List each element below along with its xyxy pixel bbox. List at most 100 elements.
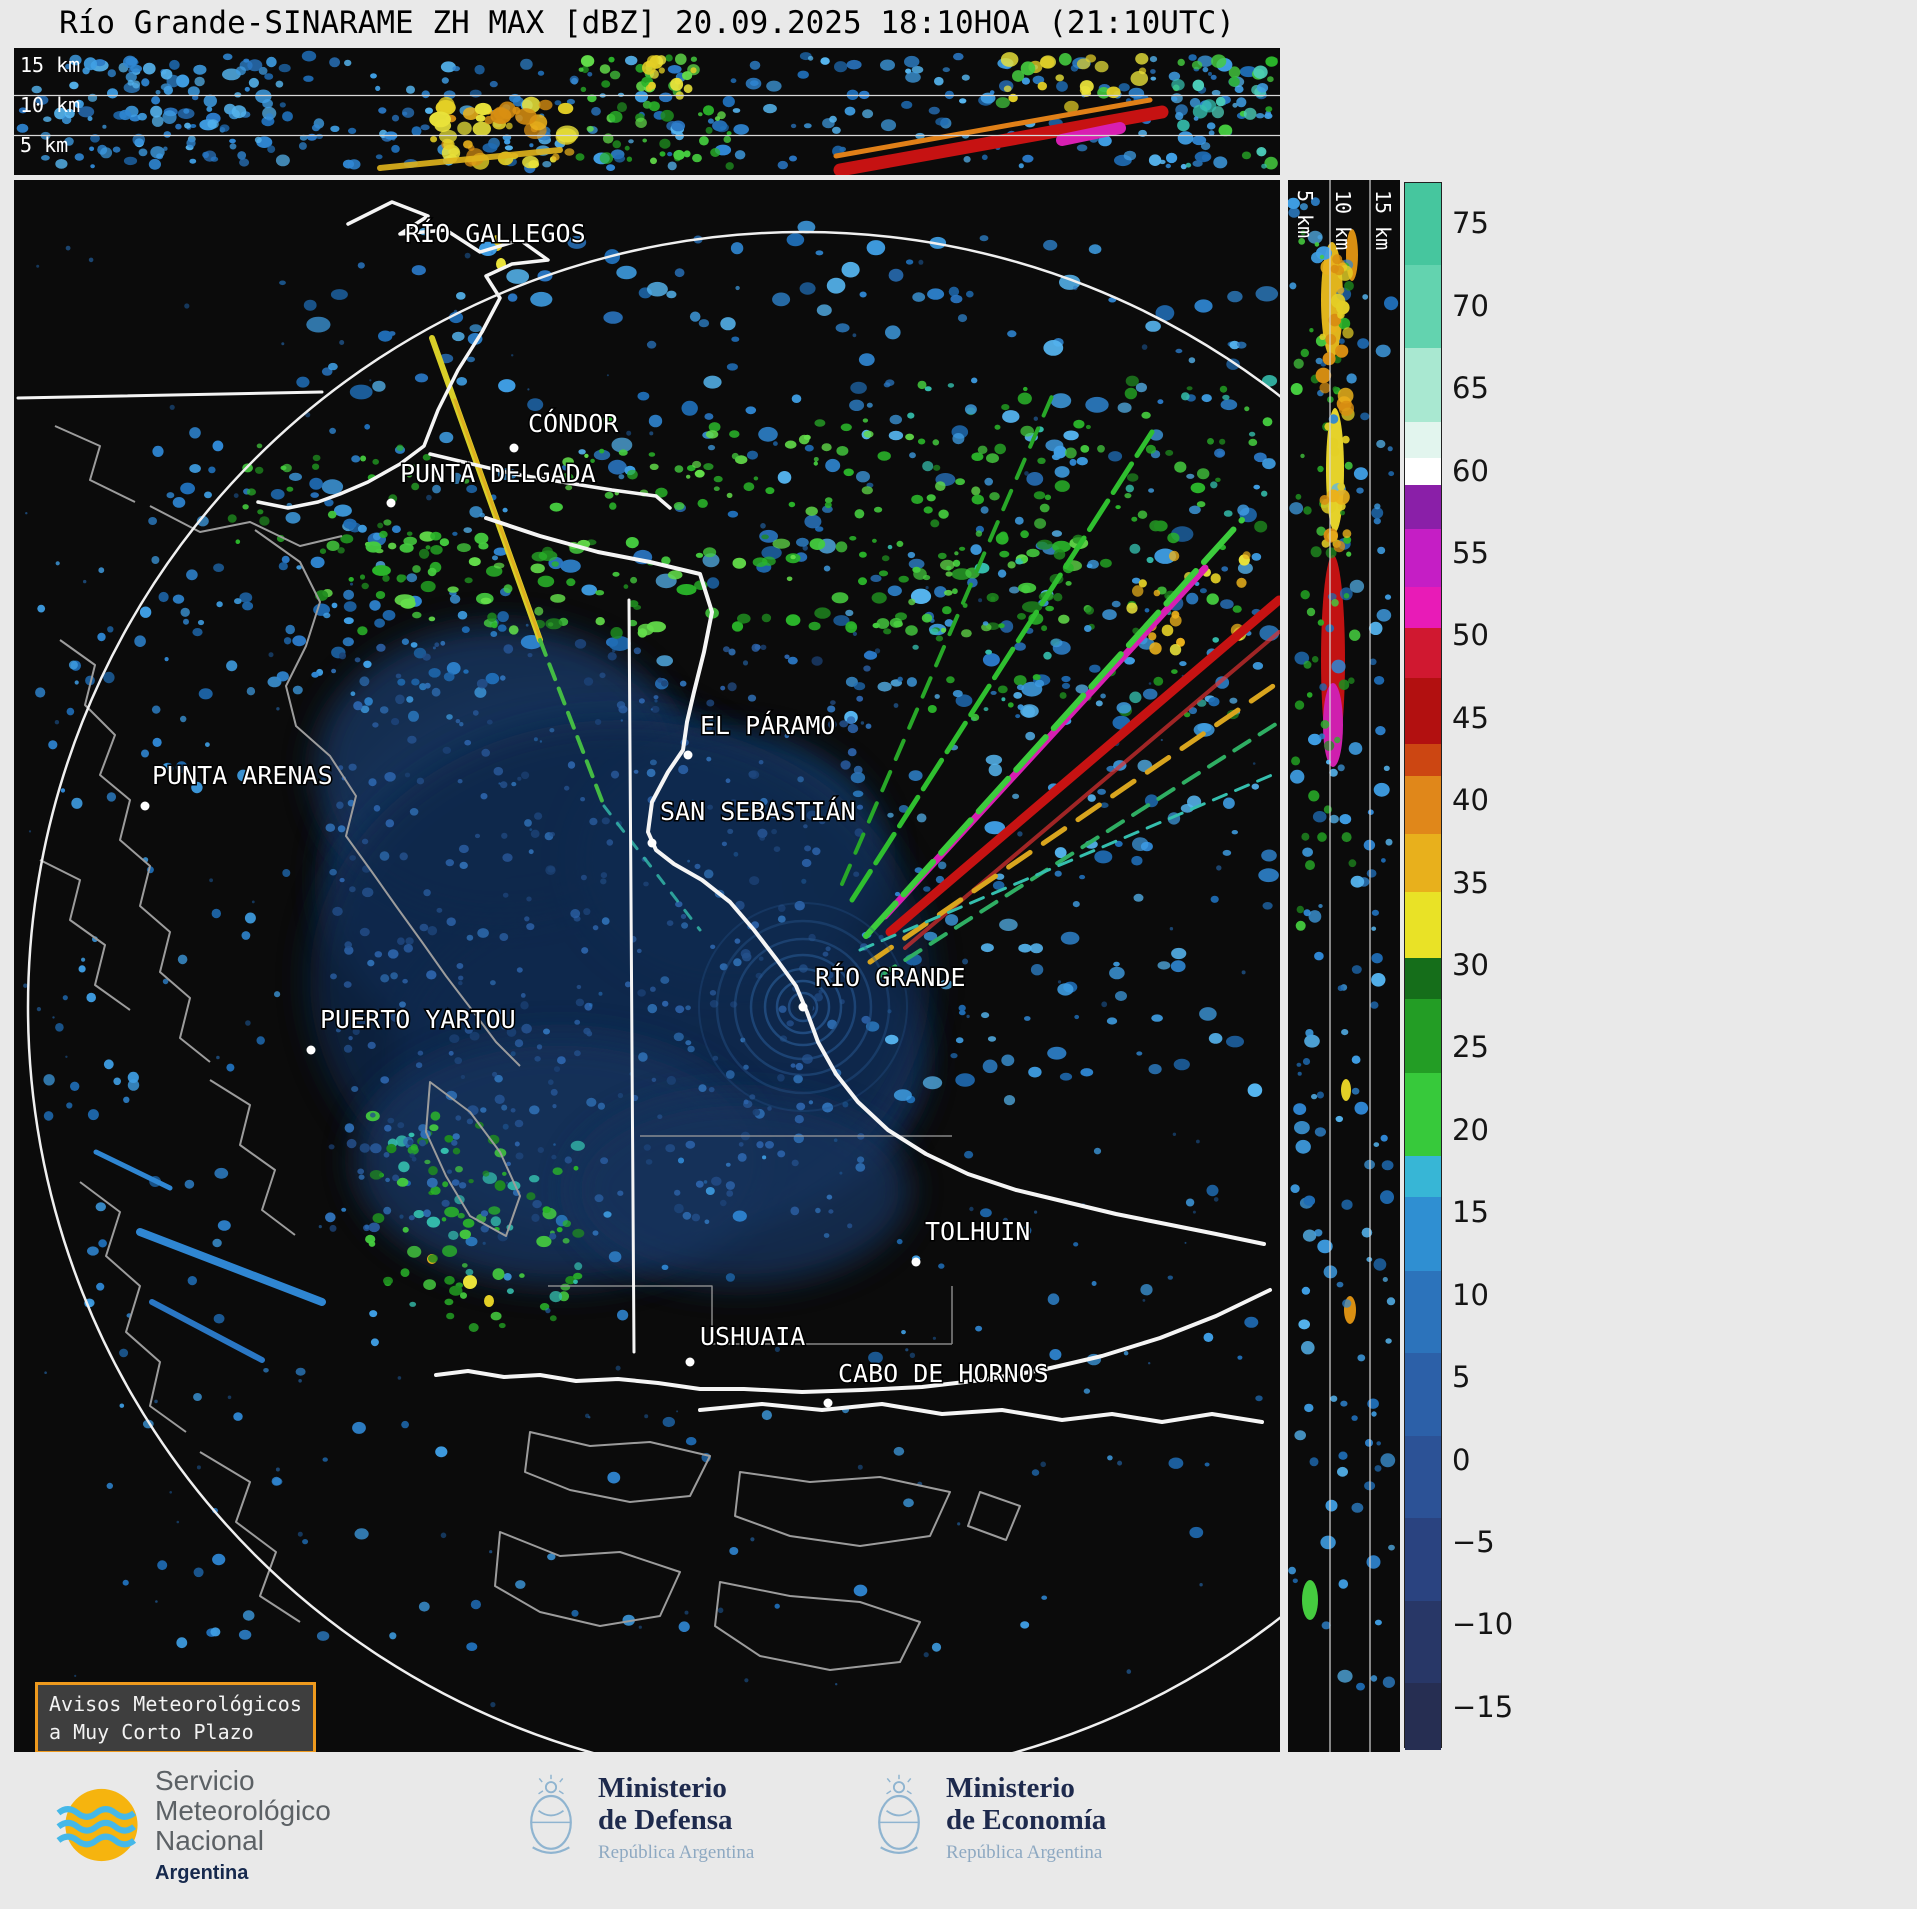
coastline: [39, 859, 131, 1011]
coastline: [254, 529, 521, 1067]
city-dot: [509, 443, 519, 453]
colorbar-segment: [1405, 484, 1441, 530]
radar-clutter-rings: [698, 902, 908, 1112]
colorbar-tick: 65: [1452, 371, 1489, 406]
colorbar-segment: [1405, 743, 1441, 778]
right-profile-echoes: [1288, 197, 1399, 1691]
echo-blob: [484, 1295, 494, 1307]
radar-beam: [885, 595, 1280, 937]
echo-region: [429, 96, 579, 170]
height-label-10km: 10 km: [1331, 190, 1355, 250]
colorbar-tick: 20: [1452, 1112, 1489, 1147]
colorbar-segment: [1405, 1518, 1441, 1602]
height-label-5km: 5 km: [20, 133, 68, 157]
city-label: USHUAIA: [700, 1322, 805, 1351]
colorbar-tick: −5: [1452, 1524, 1495, 1559]
city-label: SAN SEBASTIÁN: [660, 797, 856, 826]
echo-region: [227, 443, 470, 582]
radar-beam: [538, 638, 606, 808]
city-label: RÍO GRANDE: [815, 963, 966, 992]
city-dot: [798, 1002, 808, 1012]
radar-beam: [1056, 122, 1126, 146]
top-profile-beams: [377, 97, 1169, 175]
smn-sun-logo-icon: [56, 1789, 138, 1862]
city-label: CÓNDOR: [528, 408, 619, 438]
city-dot: [683, 750, 693, 760]
coastline: [54, 425, 136, 503]
top-height-profile-panel: 15 km 10 km 5 km: [14, 48, 1280, 175]
height-label-15km: 15 km: [1371, 190, 1395, 250]
colorbar-tick: 35: [1452, 865, 1489, 900]
colorbar-segment: [1405, 628, 1441, 679]
ministerio-defensa-block: Ministerio de Defensa República Argentin…: [518, 1770, 754, 1866]
city-dot: [685, 1357, 695, 1367]
coastline: [714, 1581, 921, 1671]
colorbar-tick: −10: [1452, 1607, 1514, 1642]
echo-blob: [570, 1095, 910, 1285]
coastline: [79, 1181, 187, 1433]
colorbar-segment: [1405, 1435, 1441, 1519]
colorbar-segment: [1405, 347, 1441, 423]
economia-name-line1: Ministerio: [946, 1771, 1075, 1804]
colorbar-segment: [1405, 1073, 1441, 1157]
echo-blob: [1302, 1580, 1318, 1620]
city-dot: [140, 801, 150, 811]
dbz-colorbar: [1404, 182, 1442, 1750]
city-label: RÍO GALLEGOS: [405, 219, 586, 248]
city-dot: [911, 1257, 921, 1267]
radar-beam: [878, 720, 1280, 978]
radar-beam: [840, 394, 1054, 886]
coastlines-secondary: [39, 425, 1021, 1671]
echo-region: [995, 52, 1149, 113]
coastline: [199, 1451, 301, 1623]
colorbar-tick: 60: [1452, 453, 1489, 488]
economia-subtitle: República Argentina: [946, 1842, 1103, 1864]
coastline: [734, 1471, 951, 1547]
colorbar-segment: [1405, 891, 1441, 959]
echo-region: [35, 556, 292, 1121]
colorbar-segment: [1405, 1600, 1441, 1684]
city-labels-layer: RÍO GALLEGOS CÓNDOR PUNTA DELGADA EL PÁRAMO…: [140, 218, 1050, 1408]
ministerio-economia-block: Ministerio de Economía República Argenti…: [866, 1770, 1106, 1866]
radar-beam: [833, 105, 1169, 175]
city-dot: [823, 1398, 833, 1408]
colorbar-tick: −15: [1452, 1689, 1514, 1724]
colorbar-segment: [1405, 677, 1441, 745]
colorbar-tick: 5: [1452, 1360, 1471, 1395]
smn-logo-block: Servicio Meteorológico Nacional Argentin…: [55, 1765, 331, 1885]
colorbar-tick: 30: [1452, 948, 1489, 982]
radar-beam: [903, 630, 1280, 950]
colorbar-segment: [1405, 1353, 1441, 1437]
alert-box[interactable]: Avisos Meteorológicos a Muy Corto Plazo: [35, 1682, 316, 1754]
coastline: [425, 1081, 521, 1237]
city-label: PUERTO YARTOU: [320, 1005, 516, 1034]
defensa-name-line2: de Defensa: [598, 1804, 733, 1836]
colorbar-segment: [1405, 586, 1441, 629]
colorbar-tick: 75: [1452, 206, 1489, 241]
colorbar-tick: 10: [1452, 1277, 1489, 1312]
city-label: PUNTA ARENAS: [152, 761, 333, 790]
smn-name-line1: Servicio: [155, 1765, 255, 1796]
echo-region: [1171, 54, 1278, 170]
coastline: [494, 1531, 681, 1627]
defensa-name-line1: Ministerio: [598, 1771, 727, 1804]
coastline-mainland: [256, 200, 550, 510]
alert-line1: Avisos Meteorológicos: [49, 1692, 302, 1716]
radar-echoes: [23, 220, 1280, 1708]
height-label-5km: 5 km: [1293, 190, 1317, 238]
coastline: [524, 1431, 711, 1503]
echo-region: [642, 55, 697, 100]
colorbar-segment: [1405, 957, 1441, 1000]
economia-name-line2: de Economía: [946, 1804, 1107, 1836]
radar-map-panel: RÍO GALLEGOS CÓNDOR PUNTA DELGADA EL PÁRAMO…: [14, 180, 1280, 1752]
city-label: CABO DE HORNOS: [838, 1359, 1049, 1388]
colorbar-segment: [1405, 1196, 1441, 1272]
height-label-10km: 10 km: [20, 93, 80, 117]
radar-beam: [833, 97, 1153, 159]
coastline-south-islands: [698, 1402, 1264, 1424]
defensa-subtitle: República Argentina: [598, 1842, 755, 1864]
echo-blob: [1341, 1079, 1351, 1101]
colorbar-segment: [1405, 183, 1441, 267]
coastline-beagle: [434, 1288, 1272, 1394]
